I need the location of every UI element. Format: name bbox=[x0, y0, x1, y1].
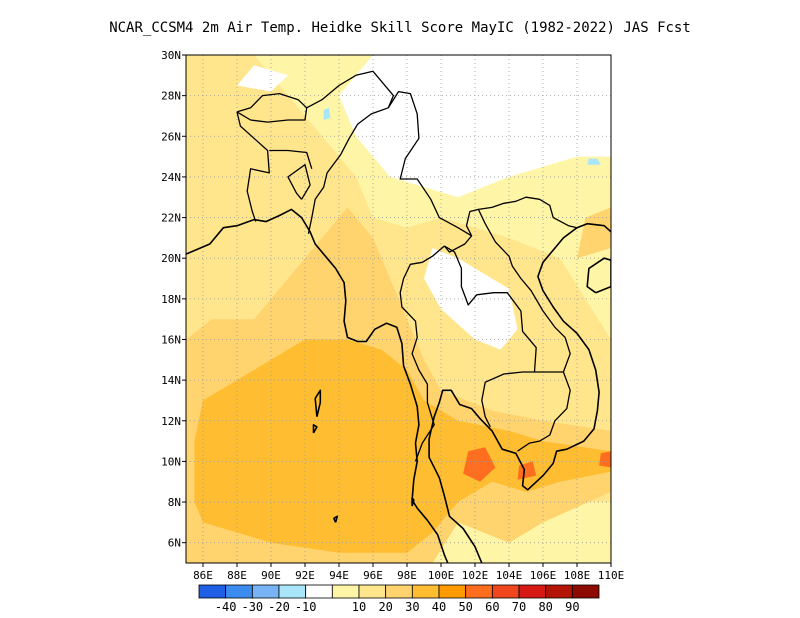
skill-region bbox=[599, 451, 611, 468]
colorbar-swatch bbox=[465, 584, 493, 599]
skill-region bbox=[463, 447, 496, 482]
lon-tick-label: 106E bbox=[530, 569, 557, 582]
lon-tick-label: 86E bbox=[193, 569, 213, 582]
skill-score-shading bbox=[186, 55, 611, 563]
colorbar-label: 20 bbox=[378, 600, 392, 614]
colorbar-label: 70 bbox=[512, 600, 526, 614]
lon-tick-label: 98E bbox=[397, 569, 417, 582]
plot-frame bbox=[185, 54, 612, 564]
coastlines bbox=[186, 208, 611, 563]
colorbar-swatch bbox=[385, 584, 413, 599]
country-border bbox=[478, 196, 578, 229]
lon-tick-label: 104E bbox=[496, 569, 523, 582]
lat-tick-label: 24N bbox=[161, 171, 181, 184]
lat-tick-label: 10N bbox=[161, 455, 181, 468]
colorbar-label: -40 bbox=[215, 600, 237, 614]
colorbar: -40 -30 -20 -10 10 20 30 40 50 60 70 80 90 bbox=[198, 584, 600, 614]
colorbar-label: 30 bbox=[405, 600, 419, 614]
lat-tick-label: 26N bbox=[161, 130, 181, 143]
colorbar-swatch bbox=[305, 584, 333, 599]
country-borders bbox=[236, 70, 578, 462]
lon-tick-label: 102E bbox=[462, 569, 489, 582]
lon-tick-label: 90E bbox=[261, 569, 281, 582]
lon-tick-label: 100E bbox=[428, 569, 455, 582]
skill-region bbox=[339, 55, 611, 198]
colorbar-label: 90 bbox=[565, 600, 579, 614]
colorbar-swatch bbox=[225, 584, 253, 599]
colorbar-swatch bbox=[331, 584, 360, 599]
latitude-axis: 6N 8N 10N 12N 14N 16N 18N 20N 22N 24N 26N 28N 30N bbox=[161, 49, 186, 550]
colorbar-swatch bbox=[545, 584, 573, 599]
lon-tick-label: 94E bbox=[329, 569, 349, 582]
colorbar-label: 40 bbox=[432, 600, 446, 614]
colorbar-label: -10 bbox=[295, 600, 317, 614]
lat-tick-label: 18N bbox=[161, 293, 181, 306]
colorbar-swatch bbox=[411, 584, 440, 599]
lat-tick-label: 20N bbox=[161, 252, 181, 265]
colorbar-swatch bbox=[518, 584, 547, 599]
country-border bbox=[306, 70, 395, 109]
colorbar-label: 60 bbox=[485, 600, 499, 614]
coastline bbox=[586, 257, 611, 294]
lon-tick-label: 92E bbox=[295, 569, 315, 582]
longitude-axis: 86E 88E 90E 92E 94E 96E 98E 100E 102E 104E 106E 108… bbox=[193, 563, 624, 582]
colorbar-label: 50 bbox=[458, 600, 472, 614]
lon-tick-label: 88E bbox=[227, 569, 247, 582]
map-title: NCAR_CCSM4 2m Air Temp. Heidke Skill Sco… bbox=[109, 20, 691, 36]
coastline bbox=[333, 515, 339, 523]
country-border bbox=[444, 245, 537, 428]
skill-region bbox=[587, 158, 601, 165]
lon-tick-label: 110E bbox=[598, 569, 625, 582]
coastline bbox=[312, 423, 318, 434]
skill-region bbox=[237, 65, 288, 92]
colorbar-label: -30 bbox=[241, 600, 263, 614]
lon-tick-label: 96E bbox=[363, 569, 383, 582]
country-border bbox=[517, 371, 571, 452]
colorbar-swatch bbox=[358, 584, 387, 599]
colorbar-label: 80 bbox=[538, 600, 552, 614]
country-border bbox=[399, 245, 445, 462]
country-border bbox=[465, 208, 571, 373]
lat-tick-label: 16N bbox=[161, 333, 181, 346]
skill-region bbox=[323, 107, 331, 120]
graticule-grid bbox=[186, 55, 611, 563]
lat-tick-label: 30N bbox=[161, 49, 181, 62]
country-border bbox=[307, 90, 473, 253]
lat-tick-label: 12N bbox=[161, 415, 181, 428]
colorbar-label: 10 bbox=[352, 600, 366, 614]
lat-tick-label: 6N bbox=[168, 537, 181, 550]
colorbar-swatch bbox=[571, 584, 600, 599]
coastline bbox=[314, 389, 322, 417]
lat-tick-label: 14N bbox=[161, 374, 181, 387]
colorbar-swatch bbox=[491, 584, 520, 599]
coastline bbox=[186, 208, 449, 563]
country-border bbox=[287, 164, 311, 200]
colorbar-swatch bbox=[278, 584, 307, 599]
skill-region bbox=[194, 339, 611, 553]
lat-tick-label: 22N bbox=[161, 212, 181, 225]
lat-tick-label: 8N bbox=[168, 496, 181, 509]
colorbar-label: -20 bbox=[268, 600, 290, 614]
lon-tick-label: 108E bbox=[564, 569, 591, 582]
country-border bbox=[236, 111, 270, 222]
coastline bbox=[428, 222, 611, 563]
colorbar-swatch bbox=[251, 584, 280, 599]
coastline bbox=[411, 497, 415, 507]
colorbar-swatch bbox=[198, 584, 227, 599]
country-border bbox=[269, 149, 313, 169]
colorbar-swatch bbox=[438, 584, 467, 599]
lat-tick-label: 28N bbox=[161, 90, 181, 103]
skill-region bbox=[577, 207, 611, 259]
